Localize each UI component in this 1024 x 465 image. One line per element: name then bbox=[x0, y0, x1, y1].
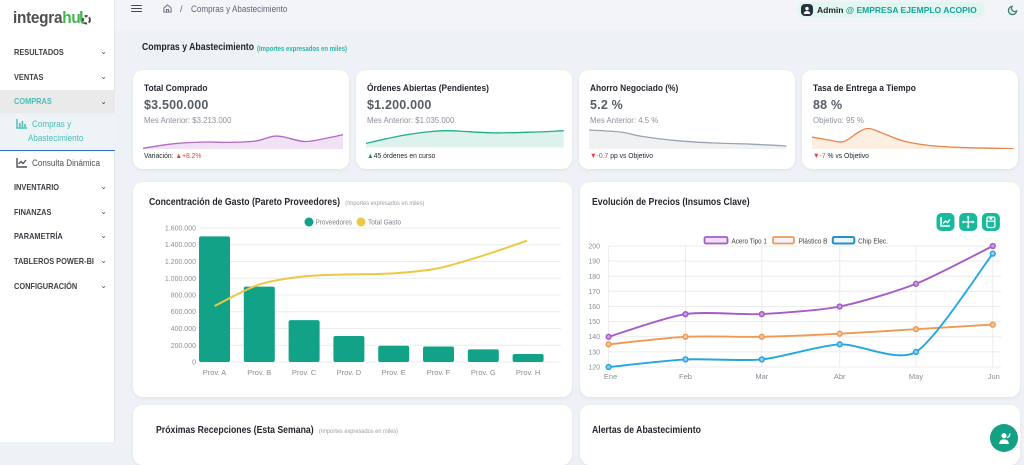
svg-text:Prov. E: Prov. E bbox=[382, 368, 406, 377]
svg-text:1.400.000: 1.400.000 bbox=[165, 242, 196, 249]
svg-text:130: 130 bbox=[588, 349, 600, 356]
svg-text:1.000.000: 1.000.000 bbox=[165, 276, 196, 283]
svg-text:120: 120 bbox=[588, 365, 600, 372]
svg-text:Abr: Abr bbox=[834, 372, 846, 381]
svg-text:170: 170 bbox=[588, 289, 600, 296]
svg-text:0: 0 bbox=[192, 360, 196, 367]
svg-text:600.000: 600.000 bbox=[171, 309, 196, 316]
svg-text:Prov. C: Prov. C bbox=[292, 368, 317, 377]
svg-text:1.600.000: 1.600.000 bbox=[165, 226, 196, 233]
svg-text:190: 190 bbox=[588, 259, 600, 266]
svg-text:180: 180 bbox=[588, 274, 600, 281]
svg-text:150: 150 bbox=[588, 319, 600, 326]
svg-text:400.000: 400.000 bbox=[171, 326, 196, 333]
svg-text:Prov. G: Prov. G bbox=[471, 368, 496, 377]
svg-text:May: May bbox=[909, 372, 923, 381]
svg-text:Prov. F: Prov. F bbox=[427, 368, 451, 377]
svg-text:Chip Elec.: Chip Elec. bbox=[858, 237, 888, 246]
svg-text:Plástico B: Plástico B bbox=[799, 237, 828, 246]
svg-text:Acero Tipo 1: Acero Tipo 1 bbox=[732, 237, 767, 246]
svg-text:200.000: 200.000 bbox=[171, 343, 196, 350]
svg-text:Feb: Feb bbox=[679, 372, 692, 381]
svg-text:Proveedores: Proveedores bbox=[316, 218, 353, 227]
svg-text:Prov. D: Prov. D bbox=[337, 368, 362, 377]
svg-text:800.000: 800.000 bbox=[171, 293, 196, 300]
svg-text:Prov. A: Prov. A bbox=[203, 368, 227, 377]
svg-text:160: 160 bbox=[588, 304, 600, 311]
svg-text:Ene: Ene bbox=[604, 372, 617, 381]
svg-text:140: 140 bbox=[588, 334, 600, 341]
svg-text:Jun: Jun bbox=[988, 372, 1000, 381]
svg-text:Mar: Mar bbox=[755, 372, 768, 381]
svg-text:Prov. B: Prov. B bbox=[247, 368, 271, 377]
svg-text:200: 200 bbox=[588, 244, 600, 251]
svg-text:1.200.000: 1.200.000 bbox=[165, 259, 196, 266]
svg-text:Prov. H: Prov. H bbox=[516, 368, 540, 377]
svg-text:Total Gasto: Total Gasto bbox=[368, 218, 401, 227]
